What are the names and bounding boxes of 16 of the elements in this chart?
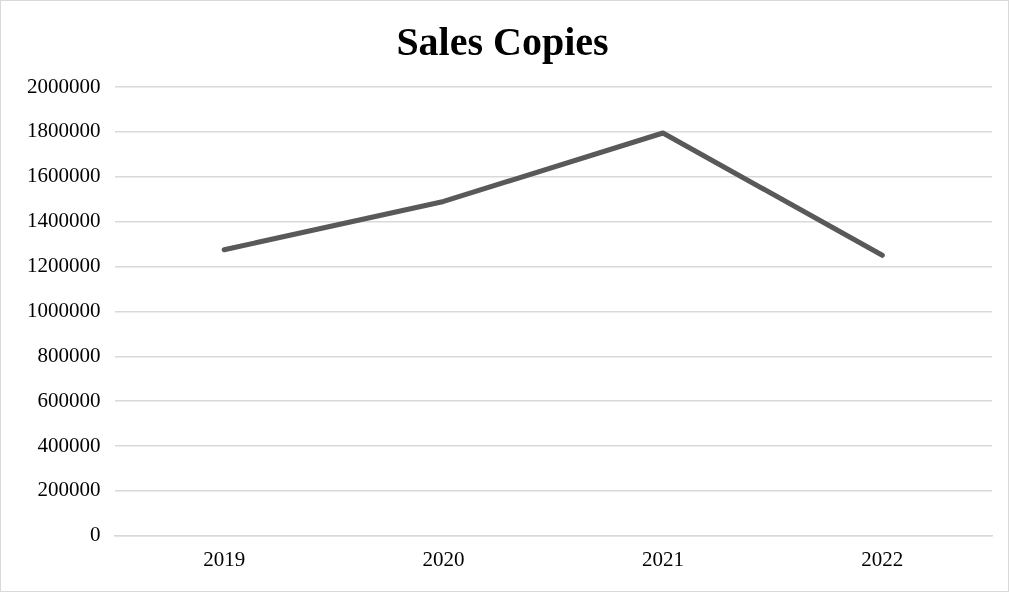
y-tick-label: 1400000 bbox=[27, 208, 101, 233]
y-tick-label: 1200000 bbox=[27, 253, 101, 278]
y-tick-label: 400000 bbox=[37, 432, 101, 457]
y-tick-label: 800000 bbox=[37, 342, 101, 367]
x-tick-label: 2019 bbox=[203, 546, 246, 571]
y-tick-label: 1000000 bbox=[27, 297, 101, 322]
x-tick-label: 2020 bbox=[422, 546, 465, 571]
y-tick-label: 1800000 bbox=[27, 118, 101, 143]
y-tick-label: 600000 bbox=[37, 387, 101, 412]
y-tick-label: 1600000 bbox=[27, 163, 101, 188]
x-tick-label: 2021 bbox=[641, 546, 684, 571]
y-tick-label: 0 bbox=[90, 522, 101, 547]
x-tick-label: 2022 bbox=[861, 546, 904, 571]
chart-title: Sales Copies bbox=[396, 19, 609, 65]
y-tick-label: 2000000 bbox=[27, 73, 101, 98]
y-tick-label: 200000 bbox=[37, 477, 101, 502]
